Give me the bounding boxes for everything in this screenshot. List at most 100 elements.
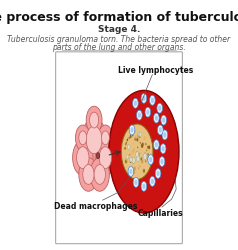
Circle shape [132, 134, 134, 136]
Circle shape [129, 137, 130, 139]
Circle shape [160, 159, 164, 164]
Text: parts of the lung and other organs.: parts of the lung and other organs. [52, 43, 186, 52]
Circle shape [158, 106, 161, 111]
Circle shape [154, 140, 159, 150]
Circle shape [136, 156, 140, 162]
Circle shape [82, 118, 107, 162]
Circle shape [146, 150, 147, 152]
Circle shape [162, 117, 165, 123]
Circle shape [124, 147, 126, 150]
Circle shape [129, 125, 135, 135]
Circle shape [136, 152, 139, 157]
Circle shape [94, 164, 105, 184]
Circle shape [138, 155, 139, 157]
Circle shape [133, 171, 135, 174]
Circle shape [73, 140, 93, 175]
Circle shape [128, 144, 129, 146]
Circle shape [156, 171, 160, 176]
Circle shape [101, 131, 109, 145]
Circle shape [133, 98, 138, 108]
Circle shape [125, 159, 127, 164]
Circle shape [140, 144, 141, 145]
Circle shape [125, 143, 127, 146]
Circle shape [130, 135, 131, 138]
Circle shape [129, 154, 130, 156]
Circle shape [109, 90, 179, 213]
Circle shape [141, 144, 143, 148]
Circle shape [148, 146, 150, 149]
Circle shape [136, 138, 138, 141]
Circle shape [130, 127, 134, 133]
Circle shape [95, 140, 116, 175]
Circle shape [90, 158, 109, 191]
Circle shape [141, 181, 147, 191]
Circle shape [133, 170, 135, 173]
Circle shape [132, 158, 135, 164]
Circle shape [145, 154, 147, 158]
Circle shape [137, 146, 138, 148]
Text: The process of formation of tuberculosis: The process of formation of tuberculosis [0, 11, 238, 24]
Circle shape [155, 142, 158, 148]
Circle shape [146, 110, 149, 115]
Circle shape [126, 142, 127, 144]
Circle shape [138, 167, 139, 170]
Circle shape [140, 157, 142, 160]
FancyBboxPatch shape [56, 52, 182, 244]
Circle shape [162, 130, 168, 140]
Circle shape [148, 155, 154, 164]
Text: Dead macrophages: Dead macrophages [54, 202, 138, 211]
Circle shape [143, 169, 145, 173]
Circle shape [134, 137, 137, 141]
Circle shape [149, 157, 152, 162]
Circle shape [160, 144, 166, 154]
Circle shape [129, 157, 132, 162]
Circle shape [147, 146, 149, 149]
Circle shape [145, 160, 146, 162]
Circle shape [98, 125, 113, 151]
Circle shape [142, 96, 145, 101]
Circle shape [136, 151, 138, 154]
Text: Live lymphocytes: Live lymphocytes [118, 66, 193, 75]
Circle shape [151, 98, 154, 103]
Circle shape [130, 158, 132, 160]
Circle shape [145, 107, 151, 117]
Circle shape [151, 178, 154, 184]
Circle shape [130, 166, 133, 171]
Circle shape [126, 158, 128, 161]
Circle shape [134, 139, 136, 140]
Circle shape [154, 113, 159, 123]
Circle shape [126, 155, 129, 159]
Circle shape [83, 164, 94, 184]
Circle shape [96, 153, 100, 158]
Circle shape [155, 115, 158, 121]
Circle shape [163, 132, 166, 138]
Circle shape [158, 125, 163, 135]
Circle shape [133, 178, 139, 187]
Circle shape [86, 126, 102, 154]
Circle shape [149, 176, 155, 186]
Circle shape [137, 153, 139, 158]
Circle shape [128, 144, 130, 149]
Circle shape [139, 148, 140, 150]
Circle shape [159, 157, 165, 166]
Circle shape [77, 147, 89, 169]
Circle shape [138, 112, 141, 118]
Circle shape [138, 132, 140, 136]
Circle shape [134, 100, 137, 106]
Circle shape [142, 184, 145, 189]
Circle shape [79, 131, 87, 145]
Circle shape [130, 160, 131, 163]
Circle shape [130, 136, 131, 138]
Circle shape [144, 136, 146, 140]
Circle shape [141, 93, 147, 103]
Circle shape [139, 165, 140, 167]
Circle shape [134, 180, 138, 185]
Circle shape [137, 134, 139, 138]
Circle shape [140, 142, 141, 144]
Circle shape [89, 112, 99, 128]
Circle shape [162, 146, 165, 152]
Circle shape [132, 160, 134, 164]
Text: Capillaries: Capillaries [138, 209, 183, 218]
Circle shape [139, 152, 140, 154]
Text: Stage 4.: Stage 4. [98, 25, 140, 34]
